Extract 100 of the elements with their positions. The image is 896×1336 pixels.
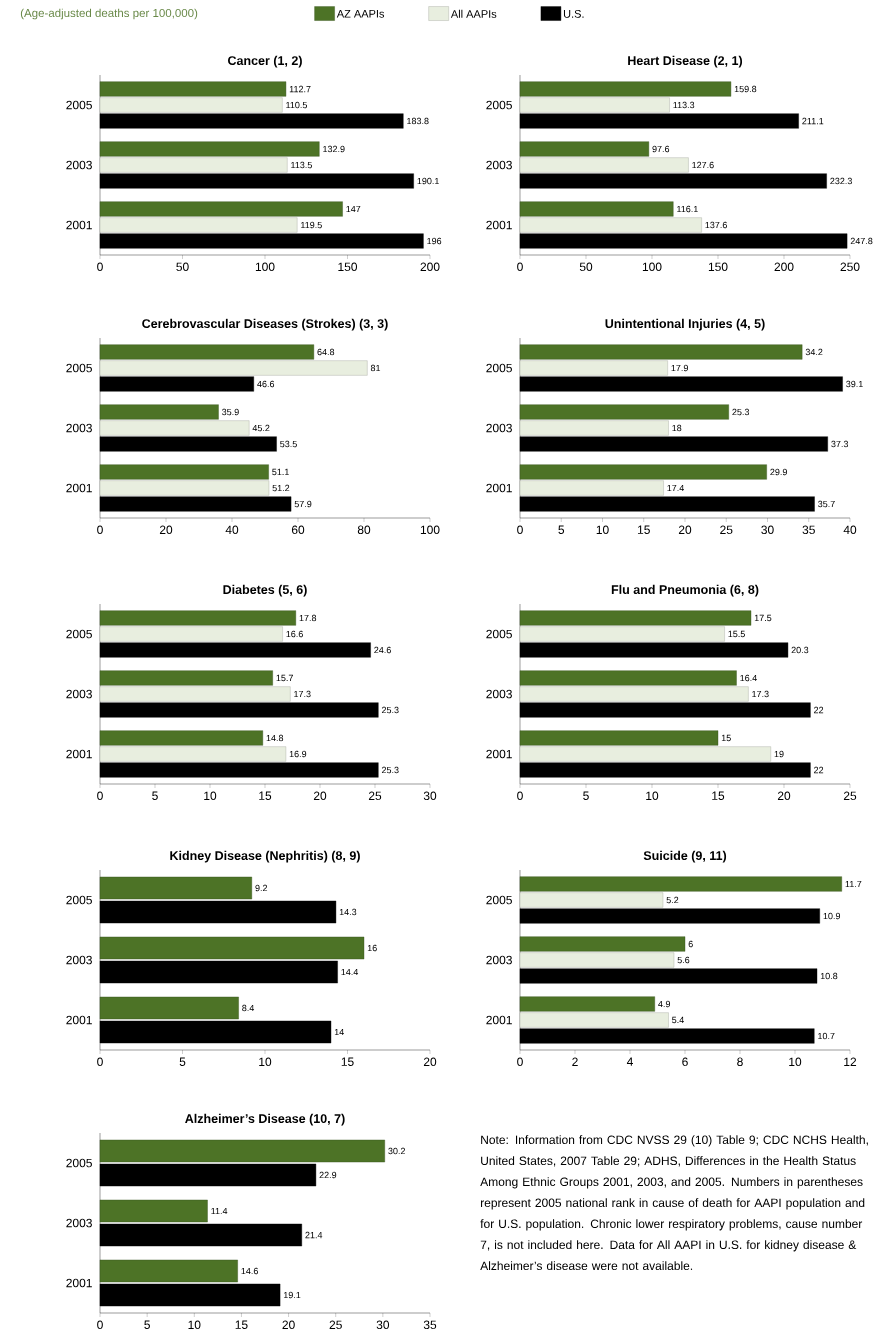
- data-label: 10.9: [823, 912, 841, 920]
- data-label: 14.6: [241, 1267, 258, 1275]
- y-tick-label: 2005: [66, 895, 92, 905]
- data-label: 16: [367, 944, 377, 952]
- x-tick-label: 0: [97, 791, 103, 801]
- bar: [99, 996, 239, 1020]
- data-label: 190.1: [417, 177, 439, 185]
- bar: [519, 952, 675, 968]
- y-tick-label: 2005: [66, 363, 92, 373]
- data-label: 17.3: [294, 690, 311, 698]
- x-tick-label: 10: [596, 525, 609, 535]
- bar: [519, 610, 752, 626]
- x-tick-label: 0: [97, 1057, 103, 1067]
- data-label: 15.5: [728, 630, 745, 638]
- data-label: 45.2: [252, 424, 270, 432]
- x-tick-label: 80: [357, 525, 371, 535]
- y-tick-label: 2003: [486, 160, 512, 170]
- data-label: 132.9: [323, 145, 345, 153]
- data-label: 19: [774, 750, 784, 758]
- bar: [519, 420, 669, 436]
- data-label: 16.9: [289, 750, 307, 758]
- bar: [99, 217, 298, 233]
- bar: [519, 157, 689, 173]
- bar: [519, 81, 732, 97]
- data-label: 14: [334, 1028, 344, 1036]
- data-label: 18: [672, 424, 682, 432]
- bar: [99, 1139, 385, 1163]
- x-tick-label: 150: [338, 262, 358, 272]
- data-label: 14.3: [339, 908, 357, 916]
- bar: [519, 360, 668, 376]
- y-tick-label: 2001: [486, 483, 512, 493]
- chart-title: Kidney Disease (Nephritis) (8, 9): [170, 850, 360, 863]
- bar: [99, 610, 296, 626]
- bar: [519, 876, 842, 892]
- y-tick-label: 2001: [66, 483, 92, 493]
- bar: [519, 217, 702, 233]
- x-tick-label: 0: [517, 1057, 523, 1067]
- bar: [99, 626, 283, 642]
- bar: [519, 141, 650, 157]
- data-label: 116.1: [677, 205, 698, 213]
- y-tick-label: 2001: [486, 220, 512, 230]
- x-tick-label: 50: [579, 262, 593, 272]
- data-label: 11.4: [211, 1207, 228, 1215]
- x-tick-label: 100: [642, 262, 662, 272]
- data-label: 183.8: [407, 117, 429, 125]
- data-label: 17.5: [754, 614, 772, 622]
- data-label: 35.7: [818, 500, 835, 508]
- data-label: 119.5: [301, 221, 322, 229]
- data-label: 17.3: [752, 690, 769, 698]
- data-label: 22: [814, 766, 824, 774]
- data-label: 57.9: [294, 500, 312, 508]
- x-tick-label: 40: [225, 525, 239, 535]
- chart-title: Diabetes (5, 6): [223, 584, 307, 597]
- x-tick-label: 15: [259, 791, 272, 800]
- data-label: 6: [688, 940, 693, 948]
- y-tick-label: 2005: [486, 363, 512, 373]
- data-label: 25.3: [381, 706, 399, 714]
- chart-title: Cancer (1, 2): [228, 55, 302, 68]
- x-tick-label: 15: [637, 525, 650, 534]
- bar: [519, 201, 674, 217]
- data-label: 37.3: [831, 440, 849, 448]
- x-tick-label: 150: [708, 262, 728, 272]
- y-tick-label: 2001: [66, 1278, 92, 1288]
- data-label: 14.4: [341, 968, 359, 976]
- x-tick-label: 25: [368, 791, 382, 801]
- data-label: 51.1: [272, 468, 289, 476]
- x-tick-label: 40: [843, 525, 857, 535]
- bar: [99, 480, 270, 496]
- x-tick-label: 15: [712, 791, 725, 800]
- data-label: 25.3: [381, 766, 399, 774]
- data-label: 113.3: [673, 101, 695, 109]
- data-label: 30.2: [388, 1147, 405, 1155]
- data-label: 46.6: [257, 380, 275, 388]
- chart-title: Heart Disease (2, 1): [628, 55, 743, 68]
- x-tick-label: 30: [423, 791, 437, 801]
- data-label: 5.2: [666, 896, 679, 904]
- x-tick-label: 0: [97, 525, 103, 535]
- y-tick-label: 2001: [66, 749, 92, 759]
- bar: [519, 404, 729, 420]
- x-tick-label: 30: [761, 525, 774, 535]
- x-tick-label: 250: [840, 262, 860, 272]
- y-tick-label: 2005: [66, 100, 92, 110]
- data-label: 17.4: [667, 484, 684, 492]
- y-tick-label: 2003: [66, 1218, 92, 1228]
- bar: [99, 730, 263, 746]
- x-tick-label: 5: [152, 791, 158, 800]
- data-label: 8.4: [242, 1004, 255, 1012]
- bar: [99, 876, 252, 900]
- bar: [99, 360, 368, 376]
- x-tick-label: 35: [802, 525, 815, 535]
- bar: [99, 936, 365, 960]
- y-tick-label: 2003: [66, 160, 92, 170]
- data-label: 20.3: [791, 646, 809, 654]
- bar: [519, 936, 686, 952]
- x-tick-label: 15: [235, 1320, 248, 1329]
- x-tick-label: 0: [97, 1320, 103, 1330]
- data-label: 5.4: [672, 1016, 684, 1024]
- data-label: 81: [370, 364, 381, 372]
- bar: [519, 480, 664, 496]
- y-tick-label: 2001: [66, 220, 92, 230]
